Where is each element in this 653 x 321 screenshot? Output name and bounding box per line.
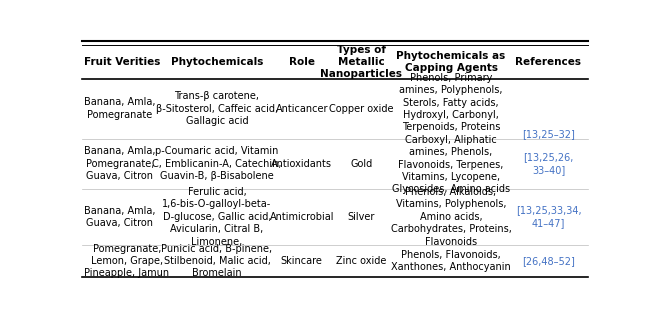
- Text: Anticancer: Anticancer: [276, 104, 328, 114]
- Text: Banana, Amla,
Guava, Citron: Banana, Amla, Guava, Citron: [84, 205, 155, 228]
- Text: [13,25,33,34,
41–47]: [13,25,33,34, 41–47]: [516, 205, 581, 228]
- Text: Ferulic acid,
1,6-bis-O-galloyl-beta-
D-glucose, Gallic acid,
Avicularin, Citral: Ferulic acid, 1,6-bis-O-galloyl-beta- D-…: [163, 187, 272, 247]
- Text: Phytochemicals as
Capping Agents: Phytochemicals as Capping Agents: [396, 51, 505, 73]
- Text: Zinc oxide: Zinc oxide: [336, 256, 387, 266]
- Text: Role: Role: [289, 56, 315, 67]
- Text: Pomegranate,
Lemon, Grape,
Pineapple, Jamun: Pomegranate, Lemon, Grape, Pineapple, Ja…: [84, 244, 169, 278]
- Text: Banana, Amla,
Pomegranate: Banana, Amla, Pomegranate: [84, 97, 155, 120]
- Text: Antimicrobial: Antimicrobial: [270, 212, 334, 222]
- Text: Banana, Amla,
Pomegranate,
Guava, Citron: Banana, Amla, Pomegranate, Guava, Citron: [84, 146, 155, 181]
- Text: Phenols, Alkaloids,
Vitamins, Polyphenols,
Amino acids,
Carbohydrates, Proteins,: Phenols, Alkaloids, Vitamins, Polyphenol…: [390, 187, 511, 247]
- Text: Fruit Verities: Fruit Verities: [84, 56, 161, 67]
- Text: Copper oxide: Copper oxide: [329, 104, 394, 114]
- Text: Punicic acid, B-pinene,
Stilbenoid, Malic acid,
Bromelain: Punicic acid, B-pinene, Stilbenoid, Mali…: [161, 244, 272, 278]
- Text: [13,25,26,
33–40]: [13,25,26, 33–40]: [523, 152, 574, 175]
- Text: [13,25–32]: [13,25–32]: [522, 129, 575, 139]
- Text: p-Coumaric acid, Vitamin
C, Emblicanin-A, Catechin,
Guavin-B, β-Bisabolene: p-Coumaric acid, Vitamin C, Emblicanin-A…: [152, 146, 281, 181]
- Text: Silver: Silver: [347, 212, 375, 222]
- Text: [26,48–52]: [26,48–52]: [522, 256, 575, 266]
- Text: References: References: [515, 56, 581, 67]
- Text: Phenols, Primary
amines, Polyphenols,
Sterols, Fatty acids,
Hydroxyl, Carbonyl,
: Phenols, Primary amines, Polyphenols, St…: [392, 73, 510, 195]
- Text: Antioxidants: Antioxidants: [271, 159, 332, 169]
- Text: Trans-β carotene,
β-Sitosterol, Caffeic acid,
Gallagic acid: Trans-β carotene, β-Sitosterol, Caffeic …: [156, 91, 278, 126]
- Text: Phenols, Flavonoids,
Xanthones, Anthocyanin: Phenols, Flavonoids, Xanthones, Anthocya…: [391, 250, 511, 272]
- Text: Skincare: Skincare: [281, 256, 323, 266]
- Text: Phytochemicals: Phytochemicals: [171, 56, 263, 67]
- Text: Types of
Metallic
Nanoparticles: Types of Metallic Nanoparticles: [320, 45, 402, 79]
- Text: Gold: Gold: [350, 159, 372, 169]
